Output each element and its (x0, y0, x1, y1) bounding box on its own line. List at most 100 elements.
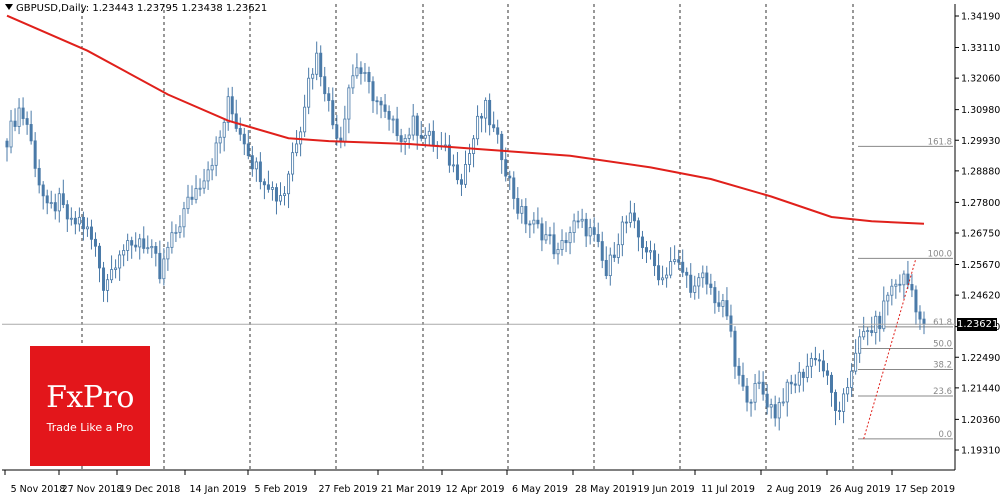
candle-body (882, 300, 886, 330)
candle-body (130, 240, 134, 246)
candle (130, 236, 134, 259)
candle (769, 398, 773, 419)
candle-body (218, 136, 222, 144)
candle-body (335, 124, 339, 139)
candle-body (520, 206, 524, 214)
candle-body (423, 134, 427, 139)
candle (653, 243, 657, 276)
candle-body (653, 250, 657, 267)
ohlc-values: 1.23443 1.23795 1.23438 1.23621 (92, 3, 268, 14)
candle-body (480, 115, 484, 119)
candle (69, 207, 73, 226)
candle (476, 105, 480, 146)
candle-body (773, 404, 777, 419)
candle (198, 178, 202, 197)
fib-level: 50.0 (858, 340, 953, 350)
candle-body (761, 381, 765, 395)
y-tick-label: 1.19310 (961, 446, 1000, 457)
candle (580, 208, 584, 228)
candle (620, 216, 624, 257)
candle (777, 397, 781, 431)
candle-body (266, 184, 270, 190)
candle (842, 388, 846, 424)
price-axis: 1.34190 1.33110 1.32060 1.30980 1.29930 1.288… (955, 12, 1000, 457)
candle (114, 259, 118, 279)
candle-body (278, 195, 282, 202)
candle (118, 250, 122, 281)
candle (636, 217, 640, 252)
candle-body (886, 294, 890, 302)
candle-body (733, 330, 737, 367)
candle-body (403, 137, 407, 143)
candle-body (383, 104, 387, 112)
candle (419, 121, 423, 142)
candle (451, 154, 455, 173)
candle-body (809, 358, 813, 367)
candle (65, 200, 69, 232)
y-tick-label: 1.22490 (961, 353, 1000, 364)
candle-body (387, 111, 391, 120)
candle-body (588, 227, 592, 237)
x-tick-label: 19 Jun 2019 (637, 484, 694, 495)
candle (600, 231, 604, 269)
dropdown-triangle-icon[interactable] (5, 4, 13, 10)
candle (303, 94, 307, 137)
candle (472, 135, 476, 168)
logo-tagline: Trade Like a Pro (46, 421, 134, 434)
fib-level-label: 161.8 (928, 137, 952, 147)
candle (890, 278, 894, 306)
fib-level-label: 23.6 (933, 387, 952, 397)
candle (689, 263, 693, 298)
candle (741, 362, 745, 391)
candle (463, 150, 467, 189)
candle-body (524, 206, 528, 225)
candle-body (359, 67, 363, 74)
candle (49, 190, 53, 209)
candle (254, 157, 258, 182)
fib-level-label: 0.0 (938, 430, 952, 440)
candle-body (584, 218, 588, 237)
candle (665, 267, 669, 288)
x-tick-label: 5 Feb 2019 (254, 484, 307, 495)
candle-body (85, 226, 89, 230)
candle-body (114, 267, 118, 270)
candle (93, 232, 97, 257)
candle-body (902, 273, 906, 286)
candle (25, 111, 29, 135)
candle-body (459, 179, 463, 185)
candle (588, 218, 592, 245)
candle-body (146, 247, 150, 250)
candle-body (665, 274, 669, 279)
candle-body (455, 164, 459, 181)
candle (355, 53, 359, 79)
candle-body (894, 283, 898, 287)
x-tick-label: 26 Aug 2019 (830, 484, 891, 495)
candle-body (5, 140, 9, 148)
candle (773, 395, 777, 427)
candle-body (825, 370, 829, 376)
candle (866, 327, 870, 346)
candle (745, 377, 749, 412)
candle (98, 242, 102, 283)
candle-body (431, 130, 435, 146)
candle (387, 105, 391, 131)
x-tick-label: 6 May 2019 (512, 484, 568, 495)
candle-body (858, 336, 862, 354)
candle-body (821, 360, 825, 372)
candle-body (496, 127, 500, 135)
candle-body (709, 283, 713, 288)
candle (568, 226, 572, 255)
candle (258, 152, 262, 190)
candle-body (291, 152, 295, 175)
candle (725, 287, 729, 321)
candle (624, 215, 628, 234)
candle (210, 158, 214, 181)
candle-body (789, 381, 793, 385)
candle (846, 377, 850, 402)
candle (757, 370, 761, 390)
candle-body (142, 238, 146, 249)
candle-body (391, 118, 395, 121)
candle-body (154, 246, 158, 254)
fib-level-label: 100.0 (928, 249, 952, 259)
